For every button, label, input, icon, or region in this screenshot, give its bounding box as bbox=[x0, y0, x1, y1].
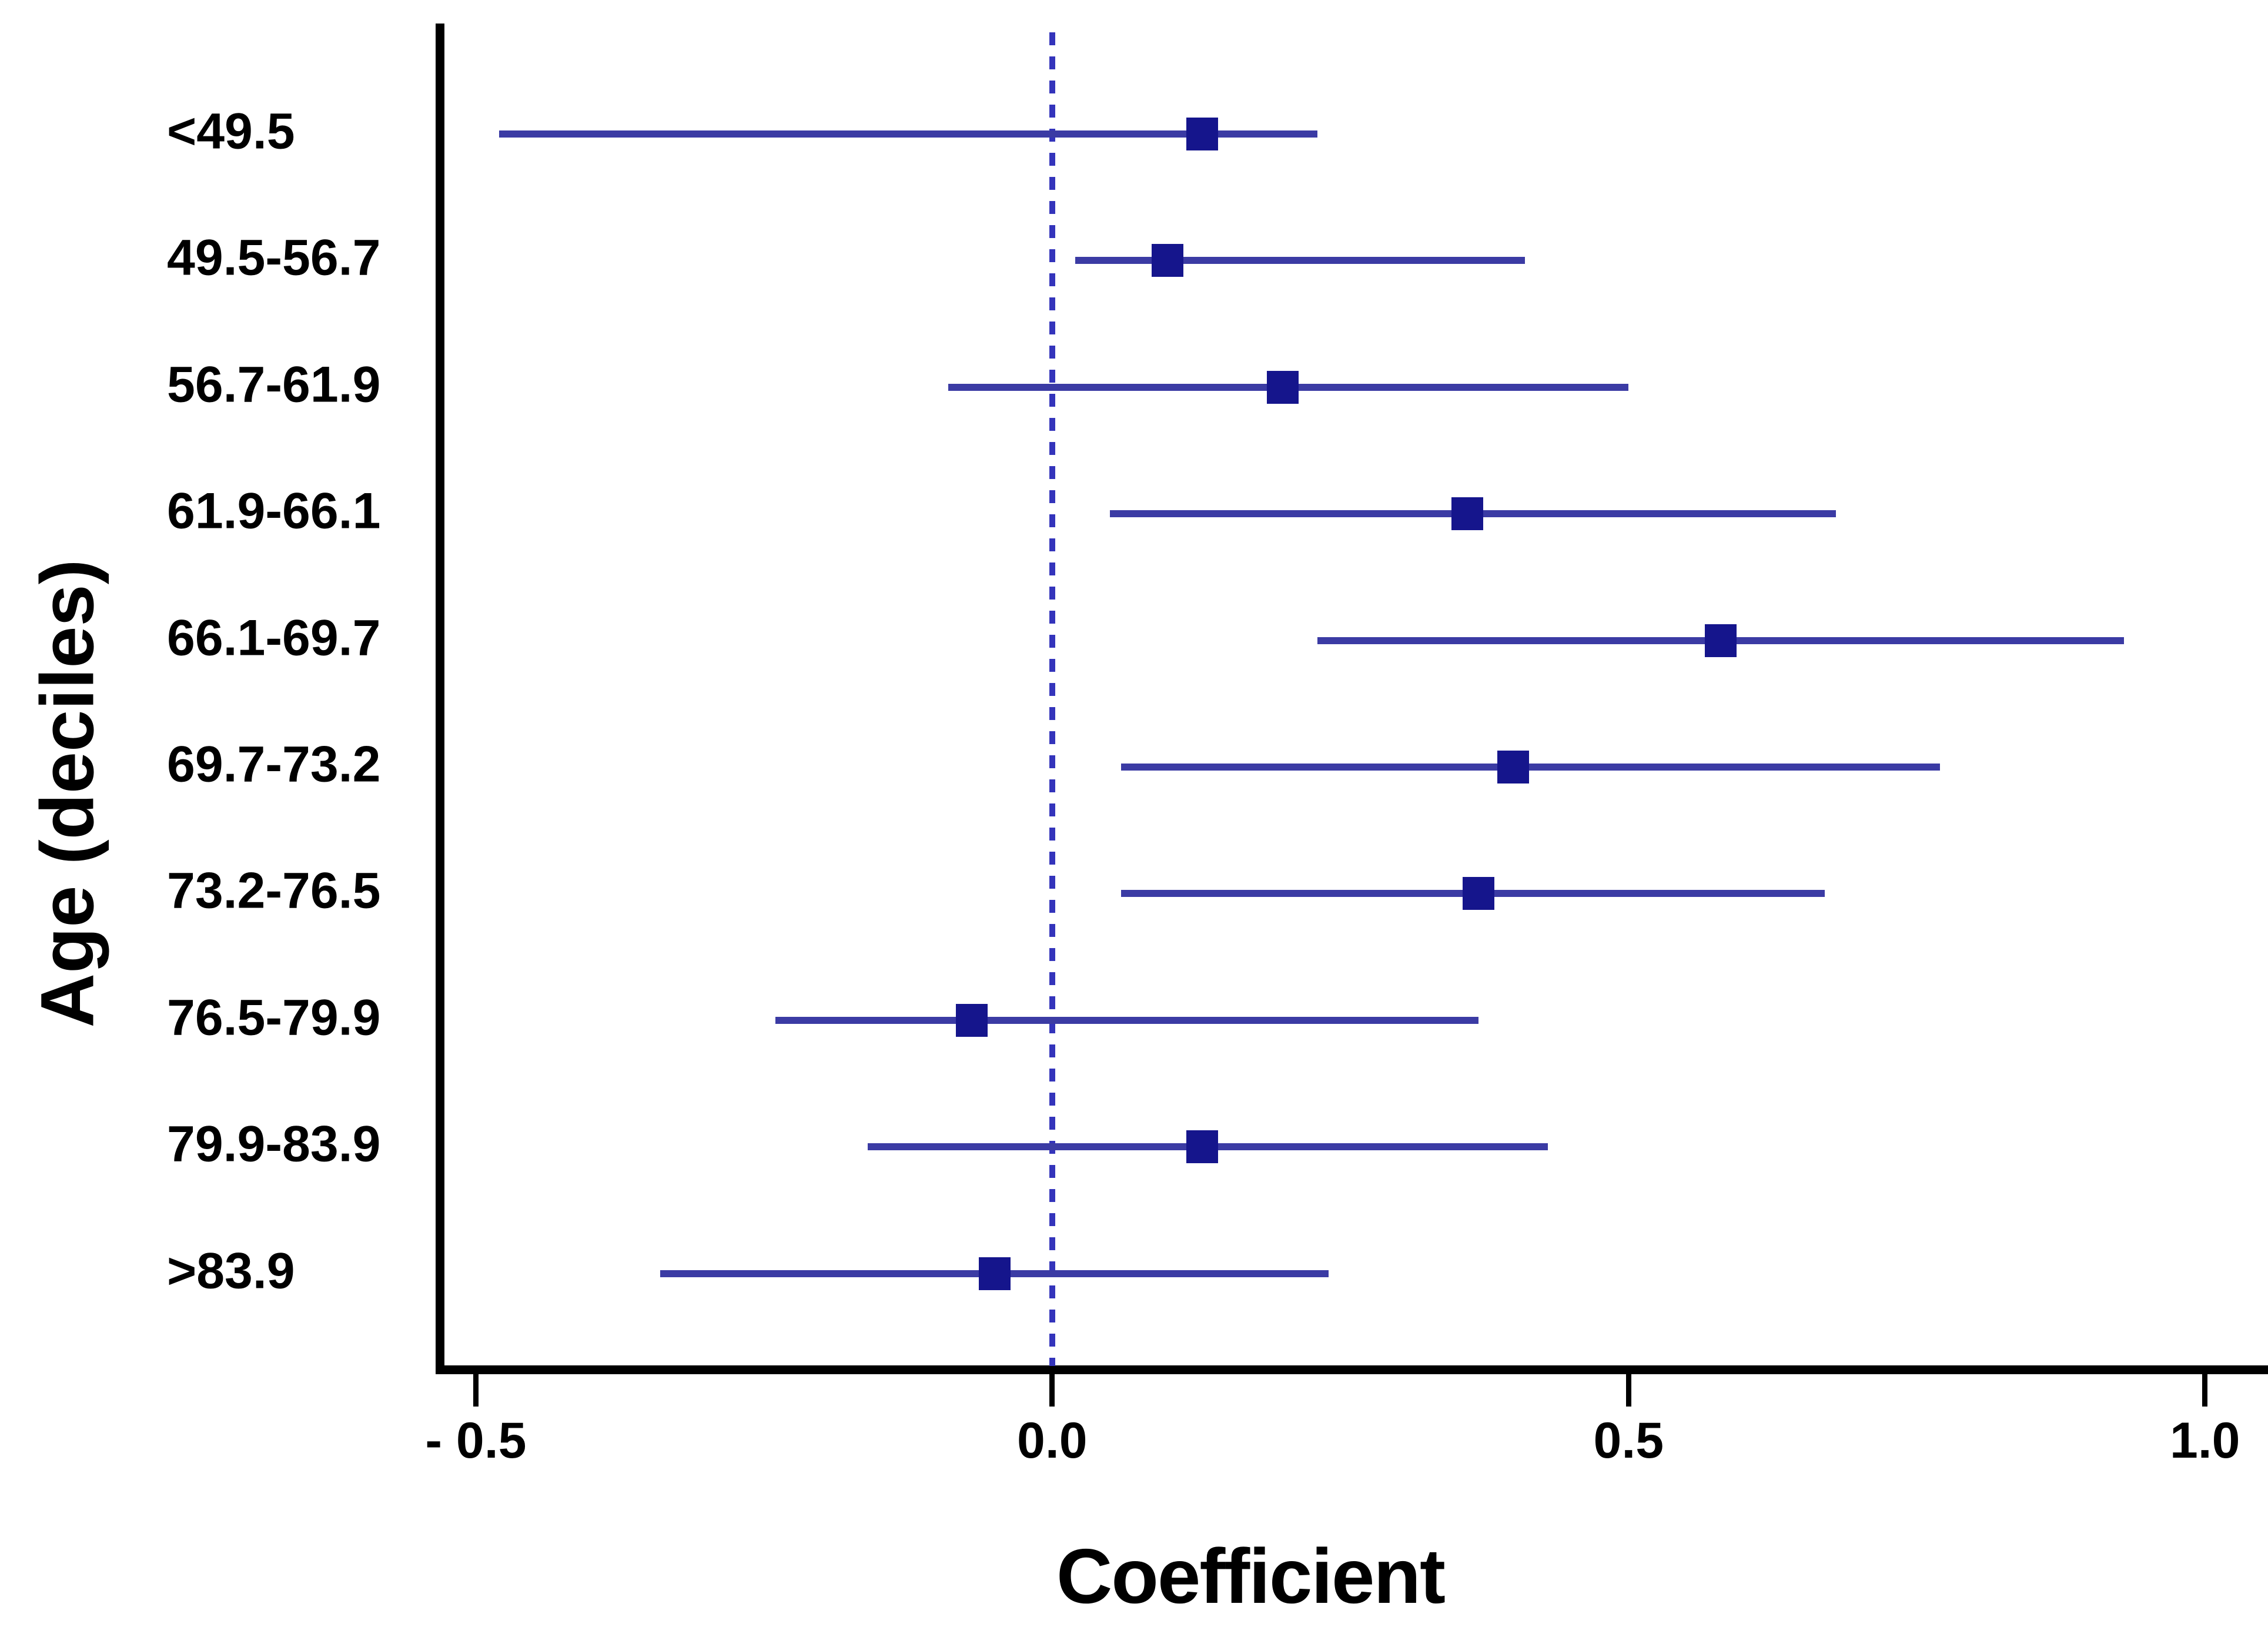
point-estimate-marker bbox=[1151, 244, 1183, 277]
y-category-label: 76.5-79.9 bbox=[167, 989, 381, 1046]
x-axis-title: Coefficient bbox=[1056, 1533, 1446, 1619]
y-category-label: 49.5-56.7 bbox=[167, 229, 381, 286]
point-estimate-marker bbox=[1267, 370, 1299, 404]
confidence-interval-line bbox=[1075, 257, 1525, 264]
y-category-label: 73.2-76.5 bbox=[167, 862, 381, 919]
y-category-label: >83.9 bbox=[167, 1243, 295, 1300]
confidence-interval-line bbox=[775, 1016, 1479, 1024]
x-tick-label: 0.0 bbox=[1017, 1412, 1088, 1469]
confidence-interval-line bbox=[1121, 764, 1940, 771]
x-tick-mark bbox=[473, 1374, 479, 1407]
y-axis-line bbox=[435, 24, 444, 1374]
point-estimate-marker bbox=[1705, 624, 1737, 657]
y-category-label: 61.9-66.1 bbox=[167, 483, 381, 540]
x-tick-mark bbox=[1625, 1374, 1631, 1407]
point-estimate-marker bbox=[1186, 118, 1218, 150]
zero-reference-line bbox=[1049, 32, 1055, 1366]
y-axis-title: Age (deciles) bbox=[25, 559, 110, 1028]
point-estimate-marker bbox=[1497, 751, 1530, 783]
x-axis-line bbox=[435, 1365, 2268, 1374]
point-estimate-marker bbox=[1186, 1130, 1218, 1164]
y-category-label: 56.7-61.9 bbox=[167, 356, 381, 413]
point-estimate-marker bbox=[1463, 877, 1495, 910]
x-tick-label: 0.5 bbox=[1593, 1412, 1664, 1469]
y-category-label: 66.1-69.7 bbox=[167, 610, 381, 667]
y-category-label: <49.5 bbox=[167, 103, 295, 160]
x-tick-label: - 0.5 bbox=[425, 1412, 527, 1469]
x-tick-mark bbox=[1049, 1374, 1055, 1407]
confidence-interval-line bbox=[499, 130, 1317, 138]
point-estimate-marker bbox=[955, 1003, 988, 1037]
point-estimate-marker bbox=[1451, 497, 1483, 531]
x-tick-mark bbox=[2202, 1374, 2208, 1407]
point-estimate-marker bbox=[978, 1257, 1011, 1290]
y-category-label: 79.9-83.9 bbox=[167, 1116, 381, 1173]
y-category-label: 69.7-73.2 bbox=[167, 736, 381, 793]
x-tick-label: 1.0 bbox=[2169, 1412, 2240, 1469]
